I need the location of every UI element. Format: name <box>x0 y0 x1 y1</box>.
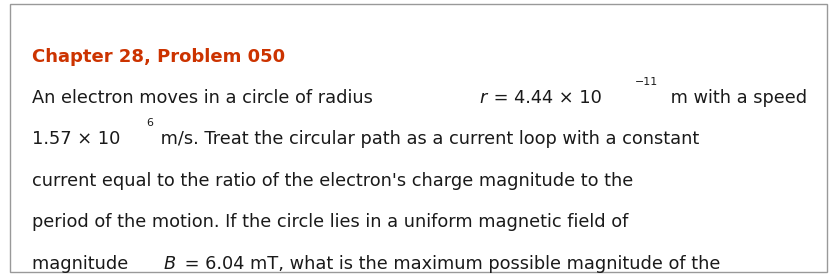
Text: B: B <box>163 255 176 273</box>
Text: r: r <box>478 89 486 107</box>
Text: current equal to the ratio of the electron's charge magnitude to the: current equal to the ratio of the electr… <box>32 172 632 190</box>
FancyBboxPatch shape <box>10 4 826 272</box>
Text: = 6.04 mT, what is the maximum possible magnitude of the: = 6.04 mT, what is the maximum possible … <box>179 255 720 273</box>
Text: 1.57 × 10: 1.57 × 10 <box>32 130 120 148</box>
Text: = 4.44 × 10: = 4.44 × 10 <box>487 89 601 107</box>
Text: Chapter 28, Problem 050: Chapter 28, Problem 050 <box>32 48 284 66</box>
Text: 6: 6 <box>145 118 153 129</box>
Text: m with a speed: m with a speed <box>665 89 807 107</box>
Text: period of the motion. If the circle lies in a uniform magnetic field of: period of the motion. If the circle lies… <box>32 213 628 231</box>
Text: m/s. Treat the circular path as a current loop with a constant: m/s. Treat the circular path as a curren… <box>155 130 698 148</box>
Text: −11: −11 <box>635 77 658 87</box>
Text: An electron moves in a circle of radius: An electron moves in a circle of radius <box>32 89 378 107</box>
Text: magnitude: magnitude <box>32 255 134 273</box>
